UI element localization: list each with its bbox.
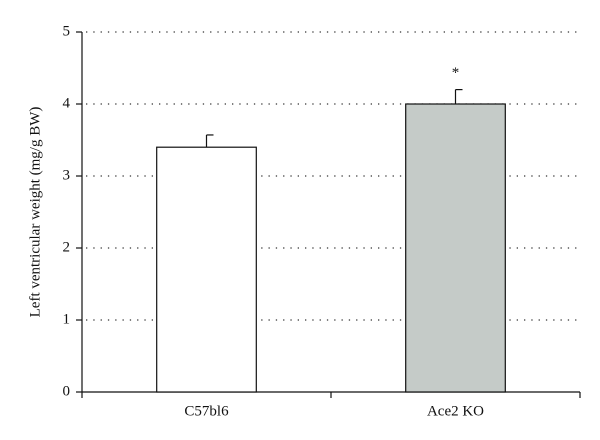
y-axis-label: Left ventricular weight (mg/g BW) [27,107,43,318]
y-tick-label: 2 [63,239,71,255]
y-tick-label: 1 [63,311,71,327]
y-tick-label: 0 [63,383,71,399]
x-tick-label: Ace2 KO [427,403,484,419]
x-tick-label: C57bl6 [184,403,229,419]
annotation: * [452,65,460,81]
bar [405,103,506,393]
y-tick-label: 5 [63,23,71,39]
y-tick-label: 3 [63,167,71,183]
bar [156,146,257,393]
y-tick-label: 4 [63,95,71,111]
